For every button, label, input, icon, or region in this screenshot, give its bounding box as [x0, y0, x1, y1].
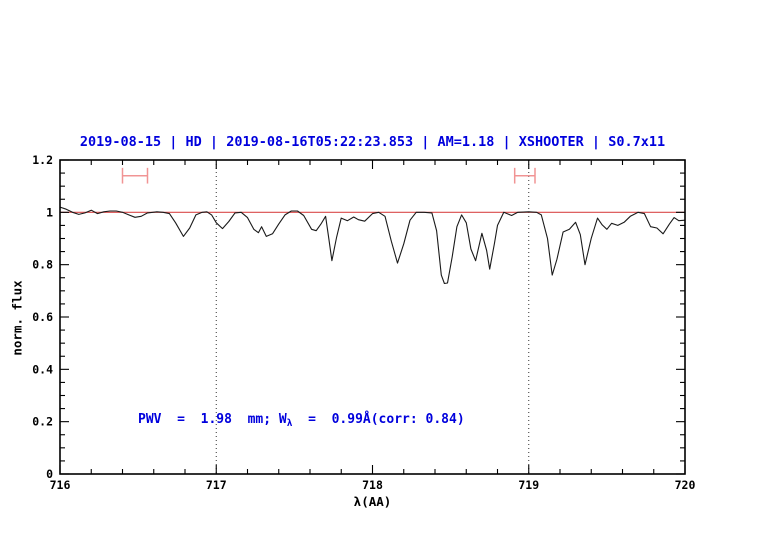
lambda-subscript: λ [286, 418, 293, 429]
y-tick-label: 0.2 [32, 415, 53, 429]
x-tick-label: 720 [675, 478, 696, 492]
pwv-annotation-part1: PWV = 1.98 mm; W [138, 412, 287, 427]
y-tick-label: 0 [46, 467, 53, 481]
x-tick-label: 718 [362, 478, 383, 492]
y-tick-label: 1 [46, 205, 53, 219]
y-tick-label: 0.6 [32, 310, 53, 324]
spectrum-curve [59, 206, 686, 285]
x-tick-label: 717 [206, 478, 227, 492]
x-tick-label: 716 [50, 478, 71, 492]
pwv-annotation-part2: = 0.99Å(corr: 0.84) [292, 412, 465, 427]
x-tick-label: 719 [518, 478, 539, 492]
pwv-annotation: PWV = 1.98 mm; Wλ = 0.99Å(corr: 0.84) [138, 412, 465, 429]
x-axis-title: λ(AA) [353, 494, 392, 509]
y-axis-title: norm. flux [9, 280, 25, 356]
y-tick-label: 1.2 [32, 153, 53, 167]
y-tick-label: 0.4 [32, 362, 53, 376]
y-tick-label: 0.8 [32, 258, 53, 272]
plot-title: 2019-08-15 | HD | 2019-08-16T05:22:23.85… [79, 134, 666, 150]
